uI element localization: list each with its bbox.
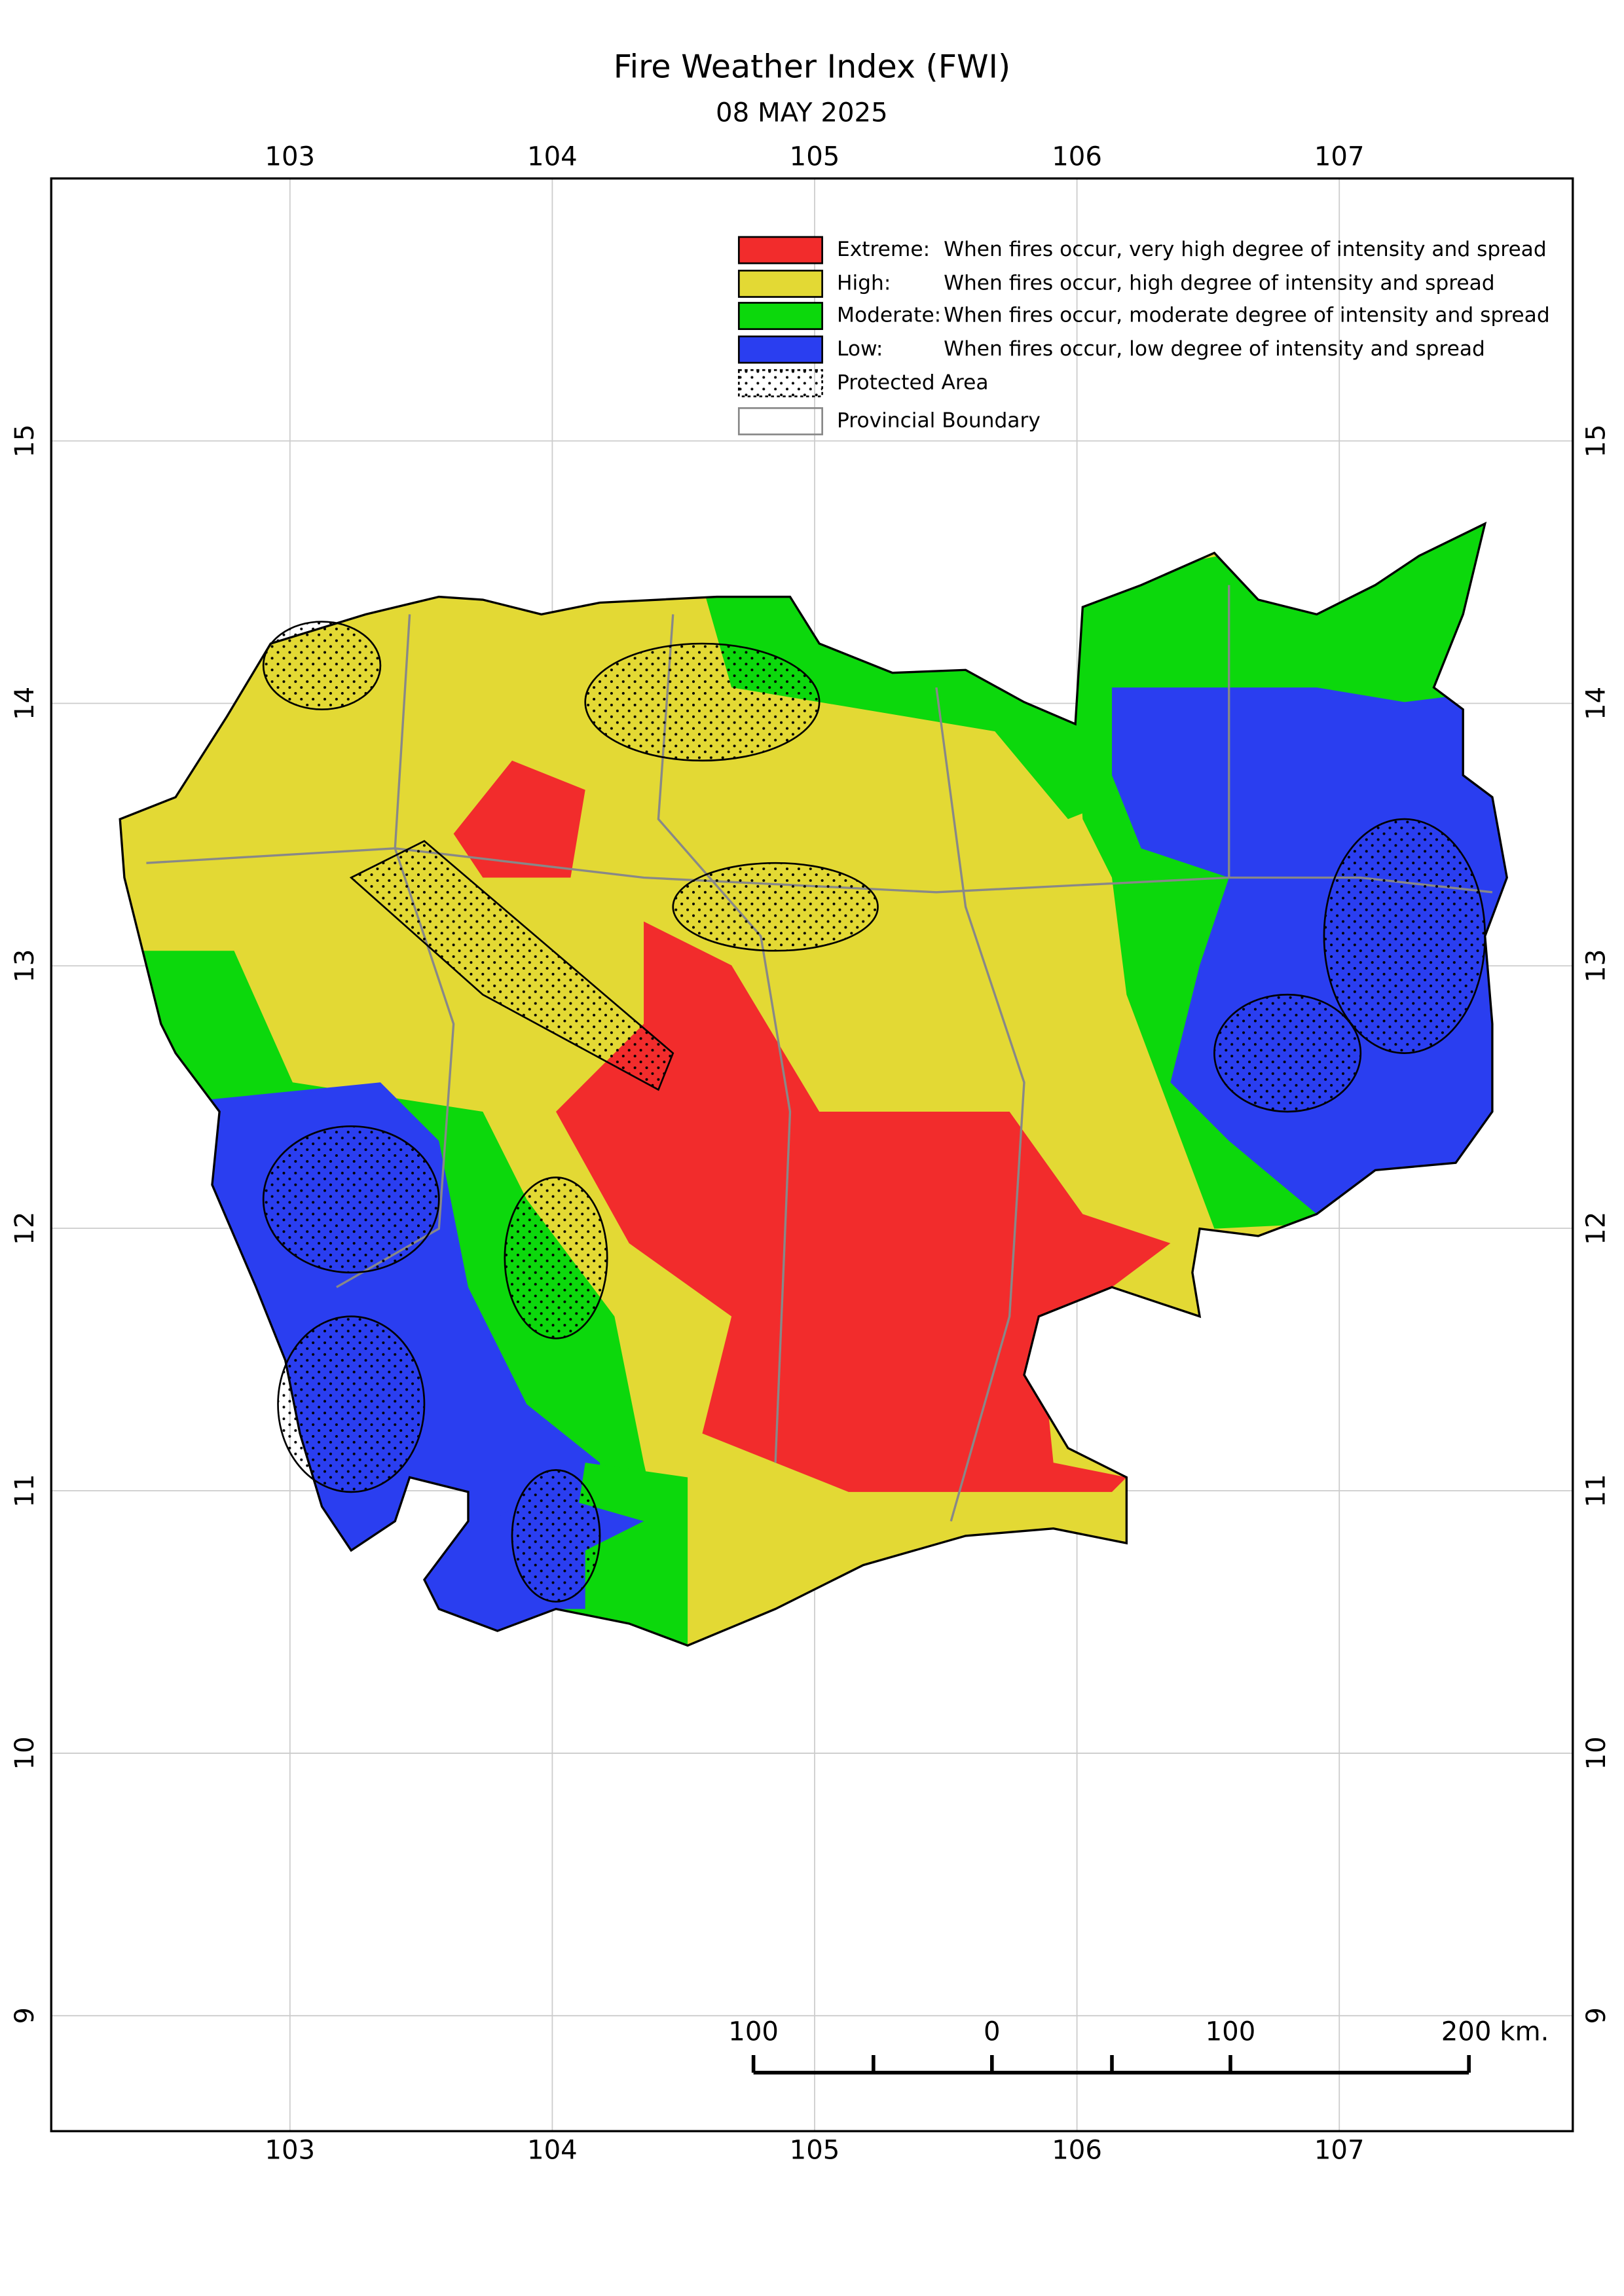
protected-area — [584, 642, 821, 762]
y-tick-label: 14 — [1581, 687, 1612, 720]
x-tick-label: 105 — [790, 2135, 840, 2165]
legend-description: When fires occur, moderate degree of int… — [944, 304, 1550, 327]
scale-bar-line — [751, 2055, 1471, 2075]
y-tick-label: 13 — [1581, 949, 1612, 983]
fwi-classes — [120, 523, 1507, 1646]
protected-area — [672, 862, 879, 952]
province-line — [146, 847, 1229, 894]
scale-label: 100 — [728, 2017, 779, 2047]
x-tick-label: 106 — [1052, 141, 1102, 172]
province-line — [935, 687, 1025, 1522]
y-tick-label: 13 — [10, 949, 40, 983]
legend-description: When fires occur, high degree of intensi… — [944, 271, 1495, 295]
x-tick-label: 106 — [1052, 2135, 1102, 2165]
x-tick-label: 104 — [527, 2135, 578, 2165]
map-title: Fire Weather Index (FWI) — [614, 48, 1010, 86]
map-date: 08 MAY 2025 — [716, 98, 888, 128]
protected-area — [277, 1315, 426, 1493]
legend-label: Provincial Boundary — [837, 409, 1041, 432]
legend-label: Moderate: — [837, 304, 941, 327]
y-tick-label: 15 — [1581, 424, 1612, 458]
legend-swatch — [737, 302, 823, 331]
y-tick-label: 9 — [1581, 2007, 1612, 2024]
legend-swatch — [737, 407, 823, 435]
y-tick-label: 10 — [1581, 1736, 1612, 1770]
legend-label: Low: — [837, 337, 883, 361]
y-tick-label: 9 — [10, 2007, 40, 2024]
legend-label: Protected Area — [837, 371, 989, 394]
protected-area — [504, 1176, 608, 1339]
x-tick-label: 103 — [265, 141, 315, 172]
x-tick-label: 104 — [527, 141, 578, 172]
extreme-area — [453, 760, 585, 878]
protected-area — [349, 840, 674, 1091]
x-tick-label: 103 — [265, 2135, 315, 2165]
protected-area — [1323, 818, 1486, 1054]
y-tick-label: 14 — [10, 687, 40, 720]
scale-label: 100 — [1206, 2017, 1256, 2047]
legend-swatch — [737, 269, 823, 298]
protected-area — [262, 621, 382, 710]
protected-areas — [262, 621, 1486, 1603]
y-tick-label: 10 — [10, 1736, 40, 1770]
low-area — [1112, 687, 1507, 1214]
legend-swatch — [737, 335, 823, 364]
legend-swatch — [737, 369, 823, 397]
legend-description: When fires occur, very high degree of in… — [944, 238, 1547, 261]
map-frame — [50, 177, 1574, 2132]
scale-label: 0 — [984, 2017, 1001, 2047]
y-tick-label: 12 — [1581, 1212, 1612, 1245]
legend-swatch — [737, 236, 823, 264]
legend-label: Extreme: — [837, 238, 930, 261]
y-tick-label: 15 — [10, 424, 40, 458]
protected-area — [1213, 993, 1362, 1113]
y-tick-label: 11 — [1581, 1474, 1612, 1507]
protected-area — [262, 1125, 440, 1274]
legend-label: High: — [837, 271, 891, 295]
scale-label: 200 km. — [1441, 2017, 1549, 2047]
legend-description: When fires occur, low degree of intensit… — [944, 337, 1485, 361]
extreme-area — [556, 921, 1171, 1492]
y-tick-label: 11 — [10, 1474, 40, 1507]
x-tick-label: 107 — [1314, 141, 1365, 172]
x-tick-label: 105 — [790, 141, 840, 172]
protected-area — [511, 1469, 601, 1603]
y-tick-label: 12 — [10, 1212, 40, 1245]
x-tick-label: 107 — [1314, 2135, 1365, 2165]
legend: Extreme: When fires occur, very high degr… — [737, 236, 1550, 435]
scale-bar: 100 0 100 200 km. — [728, 2017, 1549, 2075]
